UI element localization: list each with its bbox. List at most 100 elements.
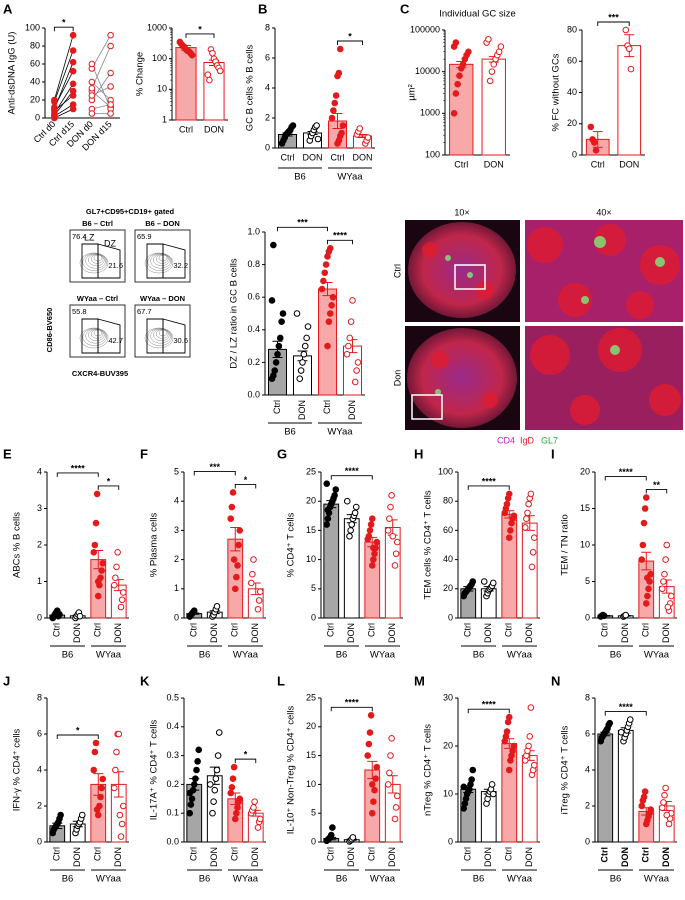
x-tick-label: DON bbox=[387, 847, 397, 867]
data-point bbox=[110, 784, 118, 792]
y-tick-label: 10 bbox=[306, 554, 316, 564]
data-point bbox=[332, 486, 340, 493]
y-tick-label: 0 bbox=[448, 612, 453, 622]
significance-bracket bbox=[645, 489, 668, 494]
x-tick-label: DON bbox=[72, 623, 82, 643]
significance-bracket bbox=[604, 476, 647, 481]
data-point bbox=[293, 310, 301, 317]
gate bbox=[162, 318, 186, 354]
micrographs: 10× 40× Ctrl Don CD4 IgD GL7 bbox=[392, 207, 683, 445]
y-tick-label: 15 bbox=[306, 750, 316, 760]
x-tick-label: Ctrl bbox=[189, 847, 199, 861]
dz-percent: 32.2 bbox=[173, 261, 188, 270]
y-tick-label: 0 bbox=[585, 612, 590, 622]
data-point bbox=[270, 241, 277, 249]
data-point bbox=[503, 500, 511, 508]
x-tick-label: DON bbox=[484, 159, 504, 169]
x-tick-label: DON bbox=[353, 152, 373, 162]
data-point bbox=[231, 585, 239, 593]
data-point bbox=[388, 492, 395, 499]
data-point bbox=[661, 791, 668, 799]
y-tick-label: 10 bbox=[306, 779, 316, 789]
gate-label: LZ bbox=[84, 232, 95, 242]
data-point bbox=[188, 795, 196, 803]
legend-cd4: CD4 bbox=[497, 435, 515, 445]
x-tick-label: DON bbox=[620, 623, 630, 643]
y-tick-label: 2 bbox=[585, 800, 590, 810]
y-tick-label: 1000 bbox=[147, 22, 167, 32]
y-tick-label: 0.2 bbox=[166, 779, 179, 789]
data-point bbox=[229, 489, 237, 496]
group-label: WYaa bbox=[96, 874, 122, 885]
y-axis-label: IL-17A⁺ % CD4⁺ T cells bbox=[149, 720, 160, 821]
pair-line bbox=[53, 35, 74, 101]
data-point bbox=[303, 334, 310, 342]
y-tick-label: 0 bbox=[572, 149, 577, 159]
y-tick-label: 8 bbox=[37, 692, 42, 702]
data-point bbox=[331, 492, 338, 499]
x-tick-label: DON bbox=[661, 847, 671, 867]
data-point bbox=[600, 612, 608, 620]
data-point bbox=[194, 758, 201, 765]
y-tick-label: 20 bbox=[306, 496, 316, 506]
tissue bbox=[408, 222, 516, 318]
y-axis-label: % CD4⁺ T cells bbox=[286, 512, 297, 577]
y-tick-label: 100000 bbox=[410, 24, 440, 34]
data-point bbox=[641, 788, 649, 795]
data-point bbox=[371, 786, 378, 794]
significance-bracket bbox=[467, 708, 510, 714]
contour bbox=[150, 328, 171, 344]
significance-label: **** bbox=[71, 463, 86, 473]
bar bbox=[175, 47, 197, 121]
data-point bbox=[510, 742, 518, 750]
significance-label: **** bbox=[482, 476, 497, 486]
x-tick-label: DON bbox=[524, 623, 534, 643]
data-point bbox=[625, 45, 633, 53]
data-point bbox=[91, 748, 99, 756]
data-point bbox=[230, 763, 238, 771]
data-point bbox=[318, 285, 326, 293]
data-point bbox=[117, 833, 125, 840]
data-point bbox=[356, 125, 364, 132]
y-tick-label: 20 bbox=[30, 94, 40, 104]
panel-letter: A bbox=[3, 1, 13, 16]
y-tick-label: 20 bbox=[443, 740, 453, 750]
data-point bbox=[229, 775, 237, 782]
y-tick-label: 80 bbox=[443, 496, 453, 506]
data-point bbox=[640, 793, 648, 801]
y-tick-label: 80 bbox=[30, 40, 40, 50]
significance-bracket bbox=[56, 472, 99, 477]
y-tick-label: 10 bbox=[157, 84, 167, 94]
data-point bbox=[69, 58, 77, 66]
y-axis-label: µm² bbox=[407, 84, 418, 101]
y-tick-label: 20 bbox=[443, 583, 453, 593]
y-tick-label: 0.5 bbox=[166, 692, 179, 702]
data-point bbox=[331, 99, 339, 107]
y-tick-label: 40 bbox=[30, 76, 40, 86]
data-point bbox=[117, 603, 125, 611]
data-point bbox=[99, 559, 107, 567]
y-tick-label: 10 bbox=[443, 788, 453, 798]
y-tick-label: 15 bbox=[580, 503, 590, 513]
data-point bbox=[642, 600, 650, 607]
flow-title: WYaa – DON bbox=[140, 294, 185, 303]
data-point bbox=[206, 781, 214, 788]
significance-bracket bbox=[193, 470, 236, 476]
panel-letter: H bbox=[414, 446, 423, 461]
magnification: 10× bbox=[454, 207, 469, 217]
data-point bbox=[364, 752, 372, 759]
x-tick-label: Ctrl bbox=[504, 847, 514, 861]
y-tick-label: 60 bbox=[443, 525, 453, 535]
data-point bbox=[92, 739, 100, 747]
contour bbox=[155, 254, 169, 264]
x-tick-label: Ctrl bbox=[331, 152, 345, 162]
data-point bbox=[228, 783, 236, 791]
data-point bbox=[289, 122, 297, 129]
contour bbox=[79, 252, 109, 274]
data-point bbox=[353, 367, 360, 374]
data-point bbox=[488, 68, 496, 75]
data-point bbox=[527, 704, 535, 711]
contour bbox=[147, 328, 173, 346]
data-point bbox=[384, 527, 392, 534]
